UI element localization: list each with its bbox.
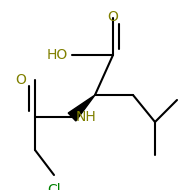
Text: O: O — [108, 10, 118, 24]
Text: HO: HO — [47, 48, 68, 62]
Text: Cl: Cl — [47, 183, 61, 190]
Polygon shape — [68, 95, 95, 121]
Text: NH: NH — [76, 110, 97, 124]
Text: O: O — [15, 73, 26, 87]
